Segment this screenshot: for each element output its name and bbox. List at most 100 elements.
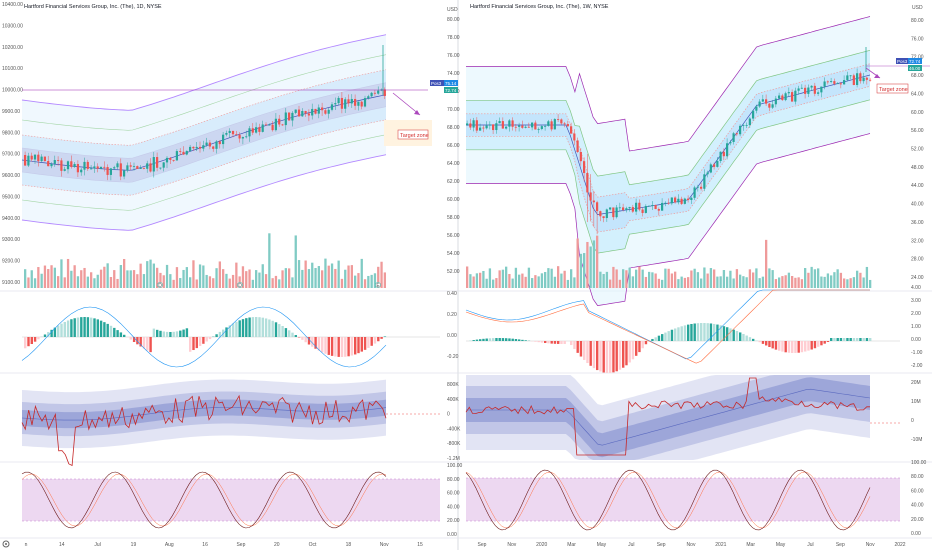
left-volume-bar — [291, 277, 293, 288]
left-volume-bar — [295, 235, 297, 288]
right-volume-bar — [788, 273, 790, 288]
left-macd-bar — [301, 337, 303, 340]
left-time-tick: Aug — [165, 542, 174, 548]
left-candle-body — [209, 143, 211, 147]
right-candle-body — [785, 93, 787, 100]
right-price-tick: 56.00 — [911, 128, 924, 134]
left-price-tags: Pos3 75.14 72.74 — [430, 80, 458, 93]
right-candle-body — [473, 120, 475, 127]
left-target-zone[interactable]: Target zone — [384, 93, 432, 146]
left-candle-body — [54, 160, 56, 164]
right-macd-tick: -2.00 — [911, 363, 923, 369]
left-macd-bar — [367, 337, 369, 348]
left-event-marker-label: D — [158, 283, 162, 289]
left-volume-bar — [143, 274, 145, 288]
right-price-tick: 52.00 — [911, 147, 924, 153]
right-candle-body — [840, 83, 842, 84]
left-candle-body — [278, 119, 280, 125]
left-candle-body — [123, 171, 125, 177]
right-candle-body — [762, 99, 764, 101]
right-volume-bar — [827, 273, 829, 288]
right-macd-bar — [619, 341, 621, 370]
right-volume-bar — [492, 280, 494, 288]
gear-icon[interactable] — [3, 541, 9, 547]
right-volume-bar — [564, 271, 566, 288]
left-macd-bar — [27, 337, 29, 346]
left-volume-bar — [176, 267, 178, 288]
left-candle-body — [377, 91, 379, 94]
right-volume-bar — [596, 236, 598, 288]
right-candle-body — [768, 104, 770, 108]
mid-macd-tick: 0.00 — [447, 333, 457, 339]
left-candle-body — [212, 147, 214, 149]
right-macd-bar — [573, 341, 575, 349]
left-macd-bar — [120, 332, 122, 337]
left-candle-body — [285, 112, 287, 125]
left-time-tick: n — [25, 542, 28, 548]
left-candle-body — [133, 166, 135, 167]
left-macd-bar — [364, 337, 366, 350]
right-macd-bar — [508, 338, 510, 341]
right-macd-bar — [824, 341, 826, 344]
right-volume-bar — [482, 271, 484, 288]
left-volume-bar — [60, 259, 62, 288]
right-macd-bar — [681, 326, 683, 341]
right-volume-bar — [651, 272, 653, 288]
left-candle-body — [70, 161, 72, 167]
right-volume-bar — [710, 268, 712, 288]
right-candle-body — [551, 121, 553, 129]
left-candle-body — [331, 104, 333, 109]
right-target-zone[interactable]: Target zone — [866, 68, 908, 93]
left-volume-bar — [186, 267, 188, 288]
right-time-tick: 2021 — [715, 542, 726, 548]
left-volume-bar — [153, 264, 155, 288]
right-macd-bar — [586, 341, 588, 363]
left-macd-bar — [173, 332, 175, 337]
right-volume-bar — [664, 269, 666, 288]
left-macd-bar — [321, 337, 323, 352]
left-volume-bar — [229, 279, 231, 288]
left-candle-body — [248, 128, 250, 136]
right-volume-bar — [850, 278, 852, 288]
right-volume-bar — [736, 269, 738, 288]
right-candle-body — [681, 199, 683, 204]
left-macd-bar — [272, 321, 274, 337]
right-volume-bar — [723, 270, 725, 288]
left-macd-bar — [202, 337, 204, 344]
right-signal-line — [466, 290, 870, 363]
right-volume-bar — [684, 278, 686, 288]
right-candle-body — [739, 126, 741, 134]
left-volume-bar — [351, 265, 353, 288]
right-volume-bar — [551, 269, 553, 288]
left-volume-bar — [149, 260, 151, 288]
left-macd-bar — [130, 337, 132, 340]
left-candle-body — [192, 147, 194, 148]
left-candle-body — [60, 160, 62, 170]
right-macd-bar — [853, 338, 855, 341]
right-candle-body — [863, 78, 865, 81]
left-macd-bar — [268, 319, 270, 337]
mid-price-tick: 76.00 — [447, 53, 460, 59]
right-macd-bar — [495, 338, 497, 341]
left-candle-body — [321, 107, 323, 110]
right-candle-body — [684, 199, 686, 204]
left-candle-body — [305, 111, 307, 113]
right-macd-bar — [866, 338, 868, 341]
right-candle-body — [814, 86, 816, 94]
mid-price-tick: 68.00 — [447, 125, 460, 131]
right-macd-bar — [804, 341, 806, 352]
left-volume-bar — [298, 260, 300, 288]
left-candle-body — [268, 125, 270, 126]
left-macd-bar — [341, 337, 343, 357]
left-candle-body — [354, 99, 356, 106]
left-volume-bar — [219, 261, 221, 288]
right-obv-tick: 20M — [911, 380, 921, 386]
left-candle-body — [37, 155, 39, 161]
left-stoch-pane — [22, 472, 440, 528]
right-macd-bar — [863, 338, 865, 341]
right-macd-bar — [492, 338, 494, 341]
right-price-tick: 80.00 — [911, 18, 924, 24]
right-candle-body — [742, 125, 744, 126]
